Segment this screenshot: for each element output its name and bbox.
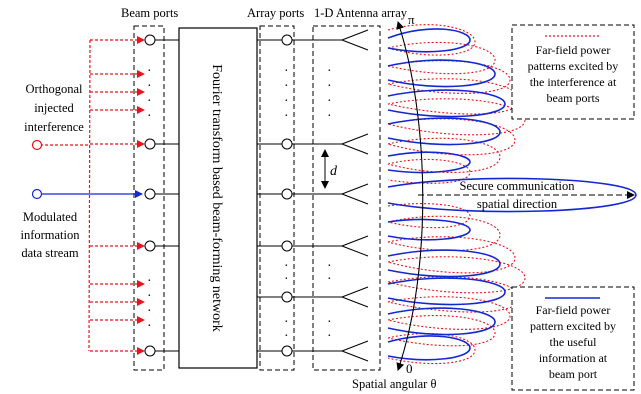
legend-interference-line-4: beam ports <box>547 91 600 105</box>
antenna-element <box>341 29 369 51</box>
beamforming-network-box <box>178 27 258 369</box>
interference-source <box>31 139 43 151</box>
ellipsis-dots: ···· ···· ···· ···· ···· ···· <box>147 64 332 344</box>
svg-text:·: · <box>147 289 152 304</box>
pi-label: π <box>408 12 415 27</box>
interference-patterns <box>387 24 526 365</box>
beam-port-group <box>144 34 179 357</box>
modulated-label-line-3: data stream <box>21 246 79 260</box>
antenna-element <box>341 133 369 155</box>
legend-useful-line-4: information at <box>539 351 608 365</box>
svg-text:·: · <box>327 109 332 124</box>
antenna-elements <box>341 29 369 362</box>
array-port-circle <box>281 138 293 150</box>
svg-text:·: · <box>147 274 152 289</box>
antenna-array-box <box>312 25 381 371</box>
array-port-group <box>257 34 342 357</box>
array-port-circle <box>281 34 293 46</box>
useful-sidelobes <box>387 28 637 361</box>
beamforming-network-label: Fourier transform based beam-forming net… <box>209 64 224 331</box>
antenna-element <box>341 183 369 205</box>
beam-ports-label: Beam ports <box>121 6 178 20</box>
secure-label-line-1: Secure communication <box>460 179 576 193</box>
orthogonal-label-line-1: Orthogonal <box>26 82 83 96</box>
array-ports-label: Array ports <box>247 6 304 20</box>
information-source <box>31 188 43 200</box>
svg-text:·: · <box>284 272 289 287</box>
svg-text:·: · <box>327 79 332 94</box>
beam-port-circle <box>144 345 156 357</box>
svg-text:·: · <box>284 79 289 94</box>
beam-port-circle <box>144 34 156 46</box>
antenna-element <box>341 235 369 257</box>
svg-text:·: · <box>284 94 289 109</box>
beam-port-circle <box>144 138 156 150</box>
array-port-circle <box>281 188 293 200</box>
spatial-angular-label: Spatial angular θ <box>352 377 436 391</box>
legend-interference-line-1: Far-field power <box>536 43 611 57</box>
svg-text:·: · <box>327 64 332 79</box>
legend-useful-line-2: pattern excited by <box>530 319 616 333</box>
svg-text:·: · <box>327 259 332 274</box>
svg-text:·: · <box>327 329 332 344</box>
modulated-label-line-1: Modulated <box>23 210 78 224</box>
orthogonal-label-line-2: injected <box>34 101 74 115</box>
svg-text:·: · <box>327 94 332 109</box>
legend-interference-box <box>511 24 635 120</box>
svg-text:·: · <box>284 109 289 124</box>
svg-text:·: · <box>147 109 152 124</box>
array-ports-box <box>259 25 295 371</box>
antenna-array-label: 1-D Antenna array <box>314 6 408 20</box>
array-port-circle <box>281 345 293 357</box>
svg-text:·: · <box>327 315 332 330</box>
beam-port-circle <box>144 240 156 252</box>
interference-lines <box>40 36 145 355</box>
zero-label: 0 <box>406 361 413 376</box>
legend-useful-line-5: beam port <box>549 367 598 381</box>
beam-port-circle <box>144 188 156 200</box>
antenna-element <box>341 286 369 308</box>
legend-interference-line-2: patterns excited by <box>528 59 619 73</box>
svg-text:·: · <box>147 79 152 94</box>
legend-useful-box <box>511 286 635 391</box>
legend-useful-line-3: the useful <box>550 335 598 349</box>
orthogonal-label-line-3: interference <box>24 120 84 134</box>
svg-text:·: · <box>147 319 152 334</box>
modulated-label-line-2: information <box>20 228 80 242</box>
main-beam <box>387 177 637 213</box>
svg-text:·: · <box>147 64 152 79</box>
svg-text:·: · <box>147 94 152 109</box>
beam-ports-box <box>133 25 165 371</box>
svg-text:·: · <box>284 329 289 344</box>
array-port-circle <box>281 240 293 252</box>
array-port-circle <box>281 291 293 303</box>
legend-interference-line-3: the interference at <box>530 75 617 89</box>
svg-text:·: · <box>284 64 289 79</box>
svg-text:·: · <box>284 315 289 330</box>
spacing-label: d <box>330 164 338 179</box>
legend-useful-line-1: Far-field power <box>536 303 611 317</box>
svg-text:·: · <box>284 259 289 274</box>
secure-label-line-2: spatial direction <box>477 197 558 211</box>
svg-text:·: · <box>147 304 152 319</box>
antenna-element <box>341 340 369 362</box>
svg-text:·: · <box>327 272 332 287</box>
